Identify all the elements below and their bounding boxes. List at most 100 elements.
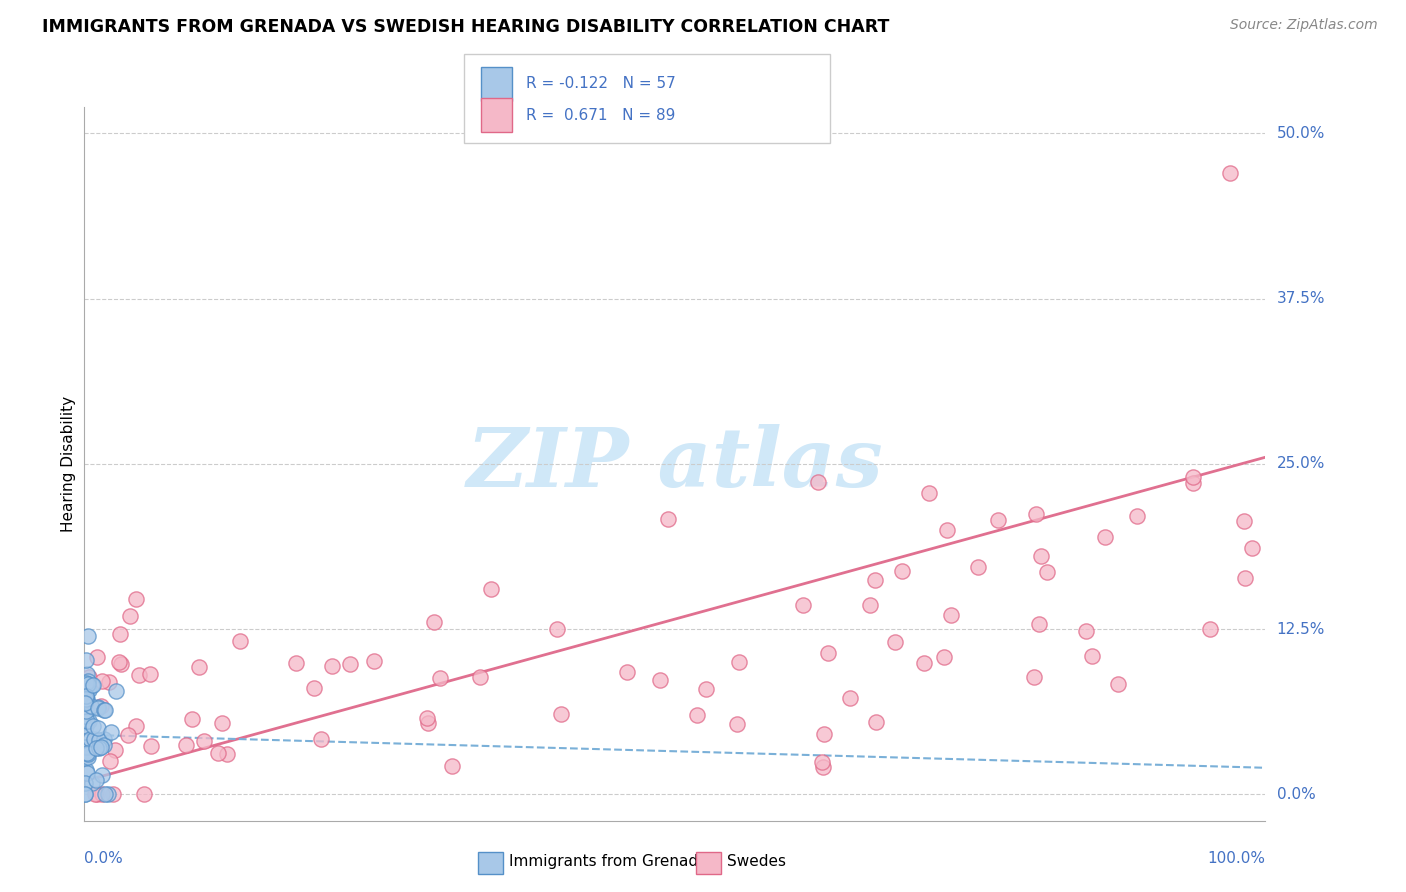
- Point: [84, 787, 107, 801]
- Point: [107, 655, 129, 669]
- Point: [1022, 670, 1045, 684]
- Text: Source: ZipAtlas.com: Source: ZipAtlas.com: [1230, 18, 1378, 32]
- Point: [75, 653, 97, 667]
- Point: [550, 707, 572, 722]
- Point: [82, 719, 104, 733]
- Point: [100, 725, 122, 739]
- Point: [94, 703, 117, 717]
- Point: [90, 699, 112, 714]
- Point: [725, 717, 748, 731]
- Point: [1199, 623, 1222, 637]
- Point: [838, 691, 860, 706]
- Text: 0.0%: 0.0%: [84, 851, 124, 866]
- Text: IMMIGRANTS FROM GRENADA VS SWEDISH HEARING DISABILITY CORRELATION CHART: IMMIGRANTS FROM GRENADA VS SWEDISH HEARI…: [42, 18, 890, 36]
- Text: 37.5%: 37.5%: [1277, 291, 1324, 306]
- Point: [75, 693, 97, 707]
- Point: [91, 768, 114, 782]
- Point: [934, 650, 956, 665]
- Point: [87, 721, 110, 735]
- Point: [859, 598, 882, 612]
- Point: [118, 608, 141, 623]
- Point: [174, 738, 197, 752]
- Point: [104, 743, 127, 757]
- Point: [75, 704, 97, 718]
- Text: 100.0%: 100.0%: [1208, 851, 1265, 866]
- Text: R = -0.122   N = 57: R = -0.122 N = 57: [526, 77, 676, 91]
- Point: [865, 714, 887, 729]
- Point: [86, 787, 108, 801]
- Point: [80, 699, 103, 714]
- Point: [1081, 648, 1104, 663]
- Point: [87, 741, 110, 756]
- Point: [87, 700, 110, 714]
- Point: [73, 750, 96, 764]
- Point: [73, 787, 96, 801]
- Point: [468, 670, 491, 684]
- Point: [1107, 676, 1129, 690]
- Point: [193, 734, 215, 748]
- Point: [1074, 624, 1097, 639]
- Point: [883, 634, 905, 648]
- Point: [695, 681, 717, 696]
- Point: [86, 650, 108, 665]
- Point: [82, 775, 104, 789]
- Point: [93, 738, 115, 752]
- Point: [817, 646, 839, 660]
- Point: [75, 690, 97, 704]
- Point: [79, 732, 101, 747]
- Point: [76, 750, 98, 764]
- Point: [76, 746, 98, 760]
- Point: [309, 731, 332, 746]
- Y-axis label: Hearing Disability: Hearing Disability: [60, 396, 76, 532]
- Point: [97, 787, 120, 801]
- Point: [77, 677, 100, 691]
- Point: [87, 732, 110, 747]
- Point: [84, 772, 107, 787]
- Point: [73, 787, 96, 801]
- Point: [657, 511, 679, 525]
- Point: [416, 716, 439, 731]
- Point: [76, 666, 98, 681]
- Point: [967, 559, 990, 574]
- Point: [284, 657, 307, 671]
- Point: [229, 633, 252, 648]
- Point: [339, 657, 361, 672]
- Point: [110, 657, 132, 672]
- Point: [90, 739, 112, 754]
- Point: [1181, 470, 1204, 484]
- Point: [416, 711, 439, 725]
- Point: [104, 684, 127, 698]
- Point: [82, 677, 104, 691]
- Point: [139, 666, 162, 681]
- Point: [727, 655, 749, 669]
- Point: [987, 513, 1010, 527]
- Point: [86, 740, 108, 755]
- Point: [912, 657, 935, 671]
- Point: [73, 709, 96, 723]
- Point: [77, 674, 100, 689]
- Point: [110, 626, 132, 640]
- Point: [1025, 508, 1047, 522]
- Point: [792, 598, 814, 612]
- Point: [103, 787, 125, 801]
- Point: [77, 670, 100, 684]
- Point: [75, 694, 97, 708]
- Point: [77, 629, 100, 643]
- Text: 0.0%: 0.0%: [1277, 787, 1315, 802]
- Point: [891, 564, 914, 578]
- Point: [128, 668, 150, 682]
- Point: [1036, 565, 1059, 579]
- Point: [75, 696, 97, 710]
- Text: 25.0%: 25.0%: [1277, 457, 1324, 471]
- Text: R =  0.671   N = 89: R = 0.671 N = 89: [526, 108, 675, 122]
- Text: Immigrants from Grenada: Immigrants from Grenada: [509, 854, 707, 869]
- Point: [117, 728, 139, 742]
- Point: [83, 735, 105, 749]
- Point: [441, 759, 464, 773]
- Point: [1233, 514, 1256, 528]
- Point: [77, 714, 100, 728]
- Point: [97, 674, 120, 689]
- Point: [616, 665, 638, 680]
- Point: [1028, 617, 1050, 632]
- Text: Swedes: Swedes: [727, 854, 786, 869]
